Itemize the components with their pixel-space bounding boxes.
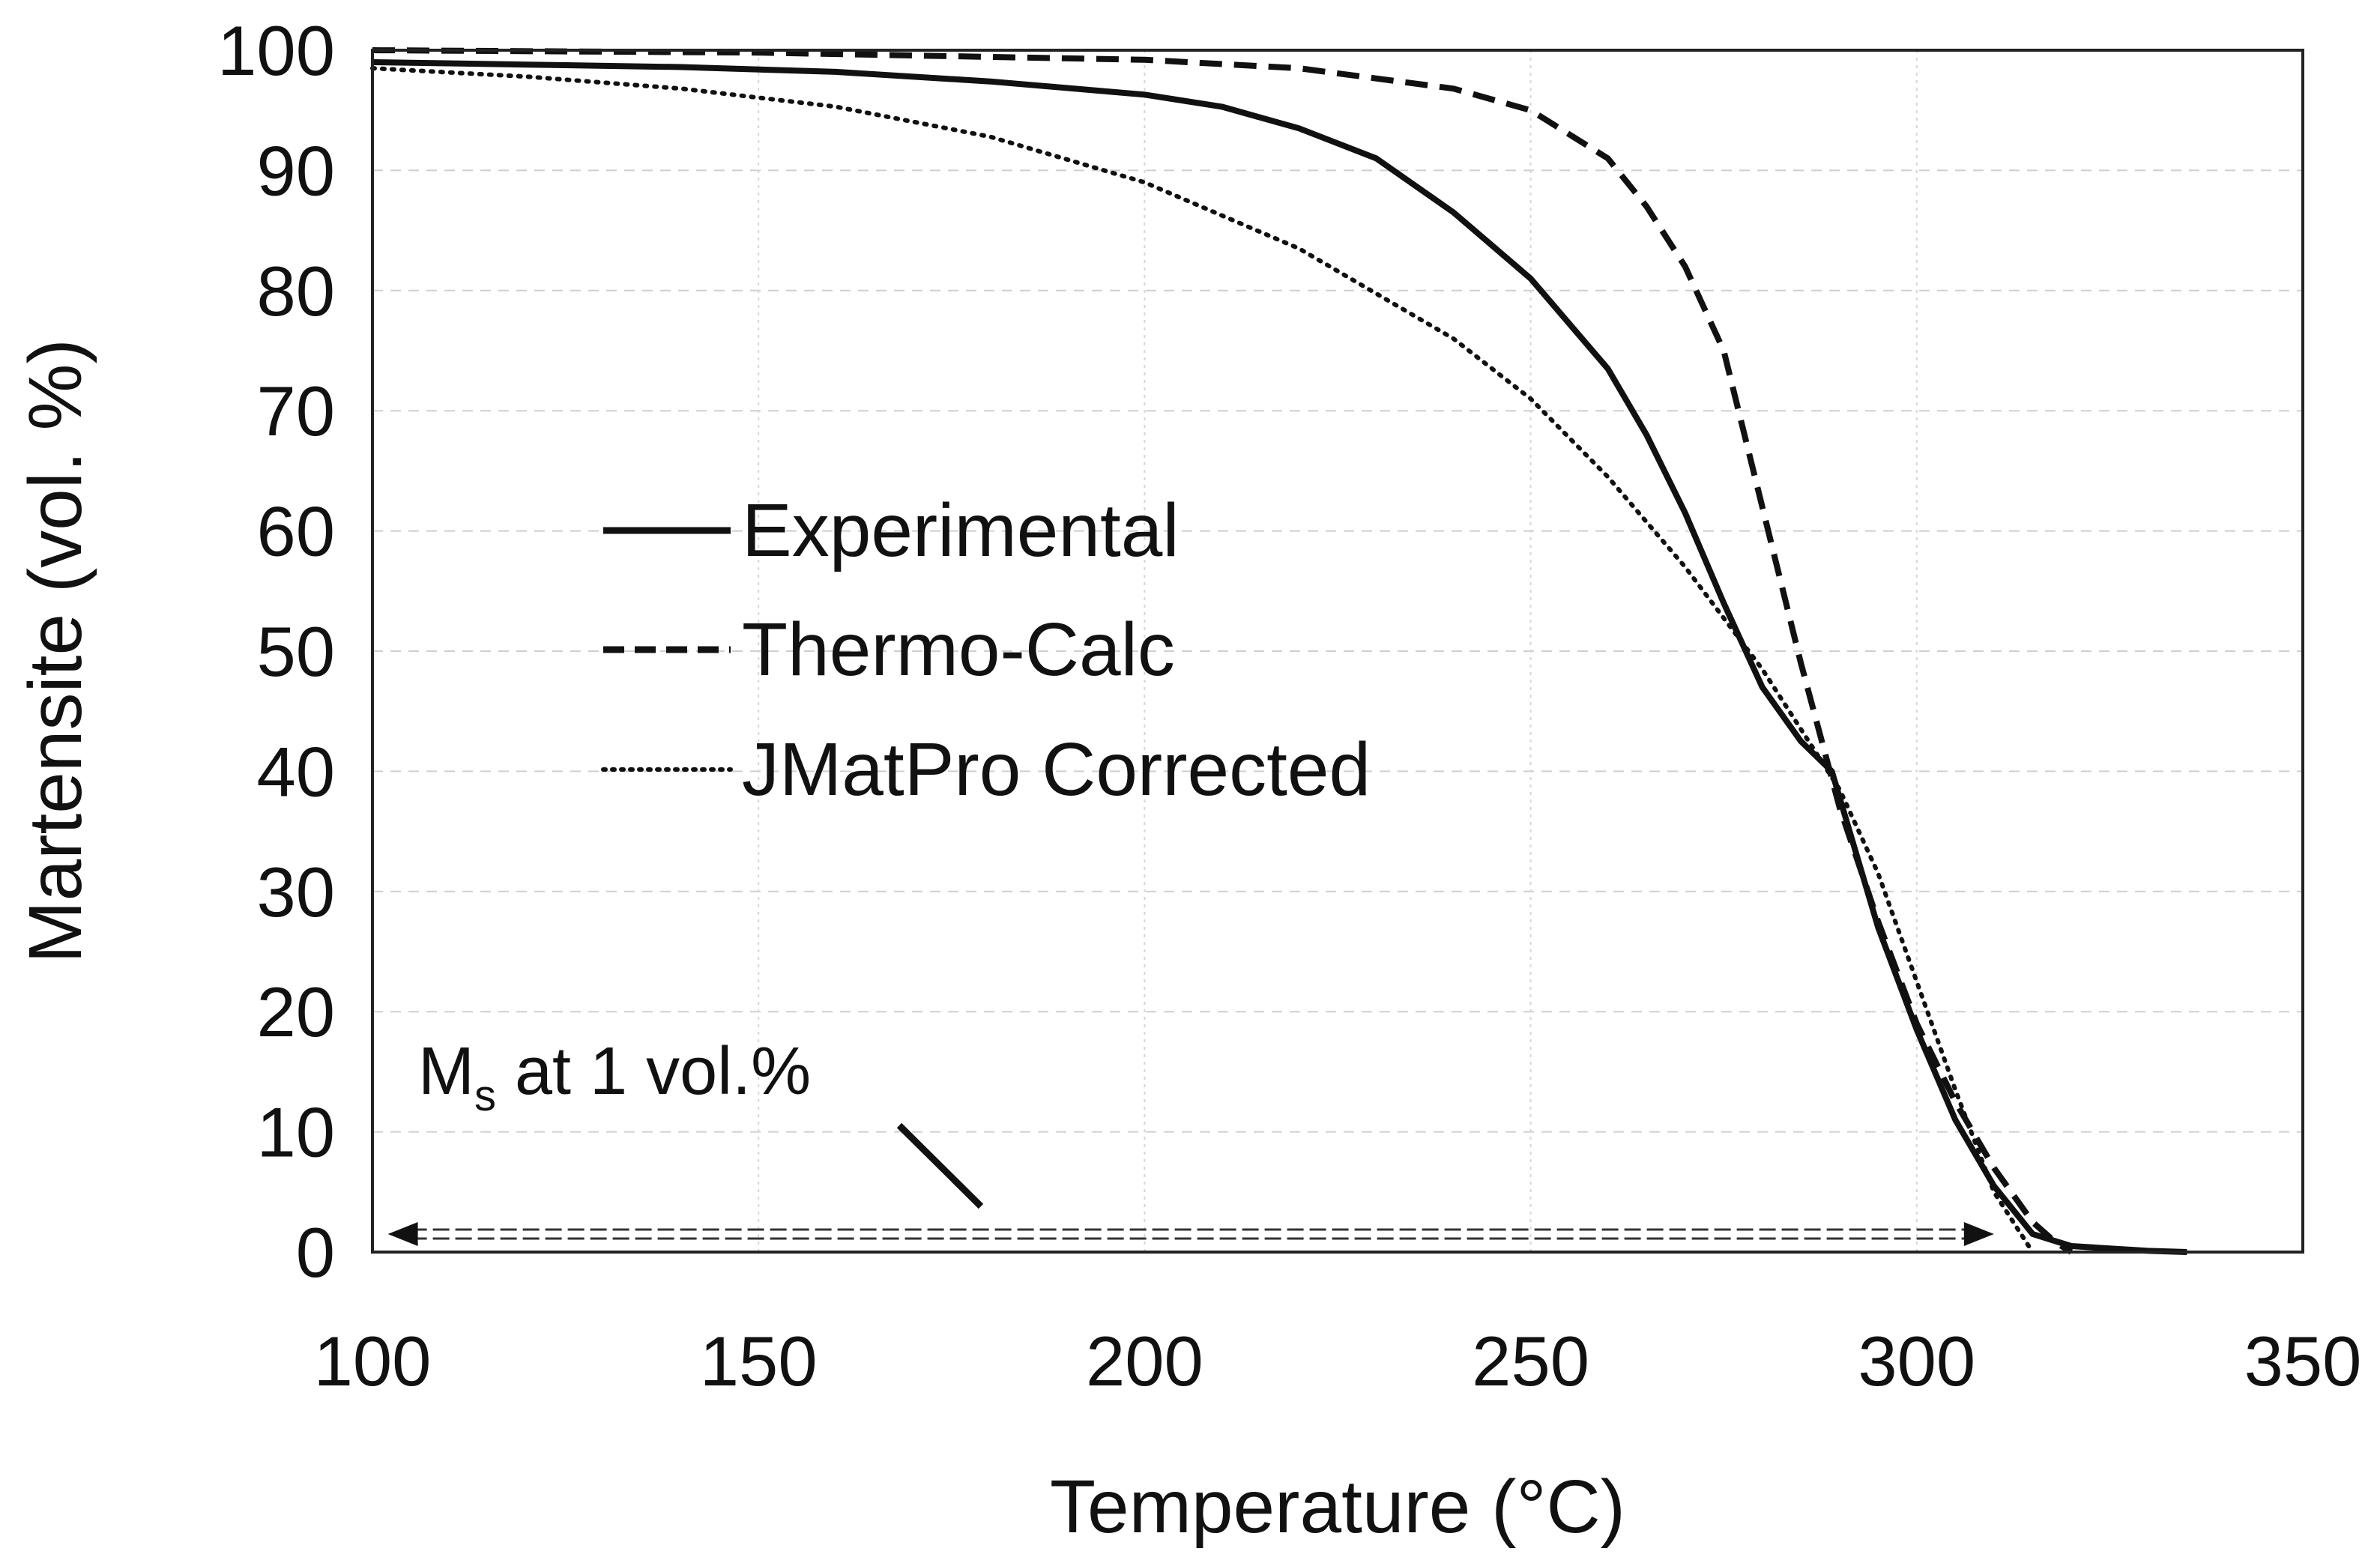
y-tick-label: 60 — [256, 492, 335, 571]
y-tick-label: 50 — [256, 612, 335, 691]
ms-arrow-head-right — [1963, 1221, 1994, 1246]
y-tick-label: 20 — [256, 973, 335, 1051]
series-layer — [370, 47, 2187, 1255]
ms-label-rest: at 1 vol.% — [496, 1034, 811, 1109]
legend: Experimental Thermo-Calc JMatPro Correct… — [601, 489, 1371, 811]
ms-label-m: M — [418, 1034, 474, 1109]
legend-label-jmatpro-corrected: JMatPro Corrected — [742, 728, 1371, 811]
y-tick-label: 90 — [256, 131, 335, 210]
y-tick-label: 80 — [256, 252, 335, 330]
y-axis-title: Martensite (vol. %) — [13, 339, 97, 964]
y-tick-label: 40 — [256, 732, 335, 811]
x-tick-label: 200 — [1086, 1322, 1203, 1400]
y-tick-label: 100 — [217, 11, 335, 90]
x-tick-label: 150 — [700, 1322, 818, 1400]
series-line-jmatpro-corrected — [370, 66, 2035, 1254]
series-line-thermo-calc — [372, 47, 2074, 1255]
legend-label-thermo-calc: Thermo-Calc — [742, 608, 1175, 692]
y-tick-label: 10 — [256, 1093, 335, 1172]
y-axis-ticks: 0 10 20 30 40 50 60 70 80 90 100 — [217, 11, 335, 1292]
legend-label-experimental: Experimental — [742, 489, 1180, 572]
y-tick-label: 0 — [296, 1213, 335, 1292]
x-axis-title: Temperature (°C) — [1050, 1465, 1625, 1549]
x-tick-label: 350 — [2244, 1322, 2362, 1400]
ms-range-arrow — [387, 1221, 1994, 1246]
grid — [372, 50, 2303, 1252]
x-axis-ticks: 100 150 200 250 300 350 — [314, 1322, 2362, 1400]
x-tick-label: 100 — [314, 1322, 432, 1400]
ms-label-subscript: s — [474, 1071, 496, 1120]
ms-annotation-pointer — [896, 1122, 984, 1209]
y-tick-label: 30 — [256, 853, 335, 931]
x-tick-label: 300 — [1858, 1322, 1975, 1400]
ms-annotation: Ms at 1 vol.% — [387, 1034, 1994, 1246]
y-tick-label: 70 — [256, 372, 335, 450]
ms-annotation-label: Ms at 1 vol.% — [418, 1034, 811, 1120]
plot-area-frame — [371, 49, 2304, 1254]
series-line-experimental — [372, 59, 2187, 1255]
ms-arrow-head-left — [387, 1221, 418, 1246]
x-tick-label: 250 — [1472, 1322, 1589, 1400]
